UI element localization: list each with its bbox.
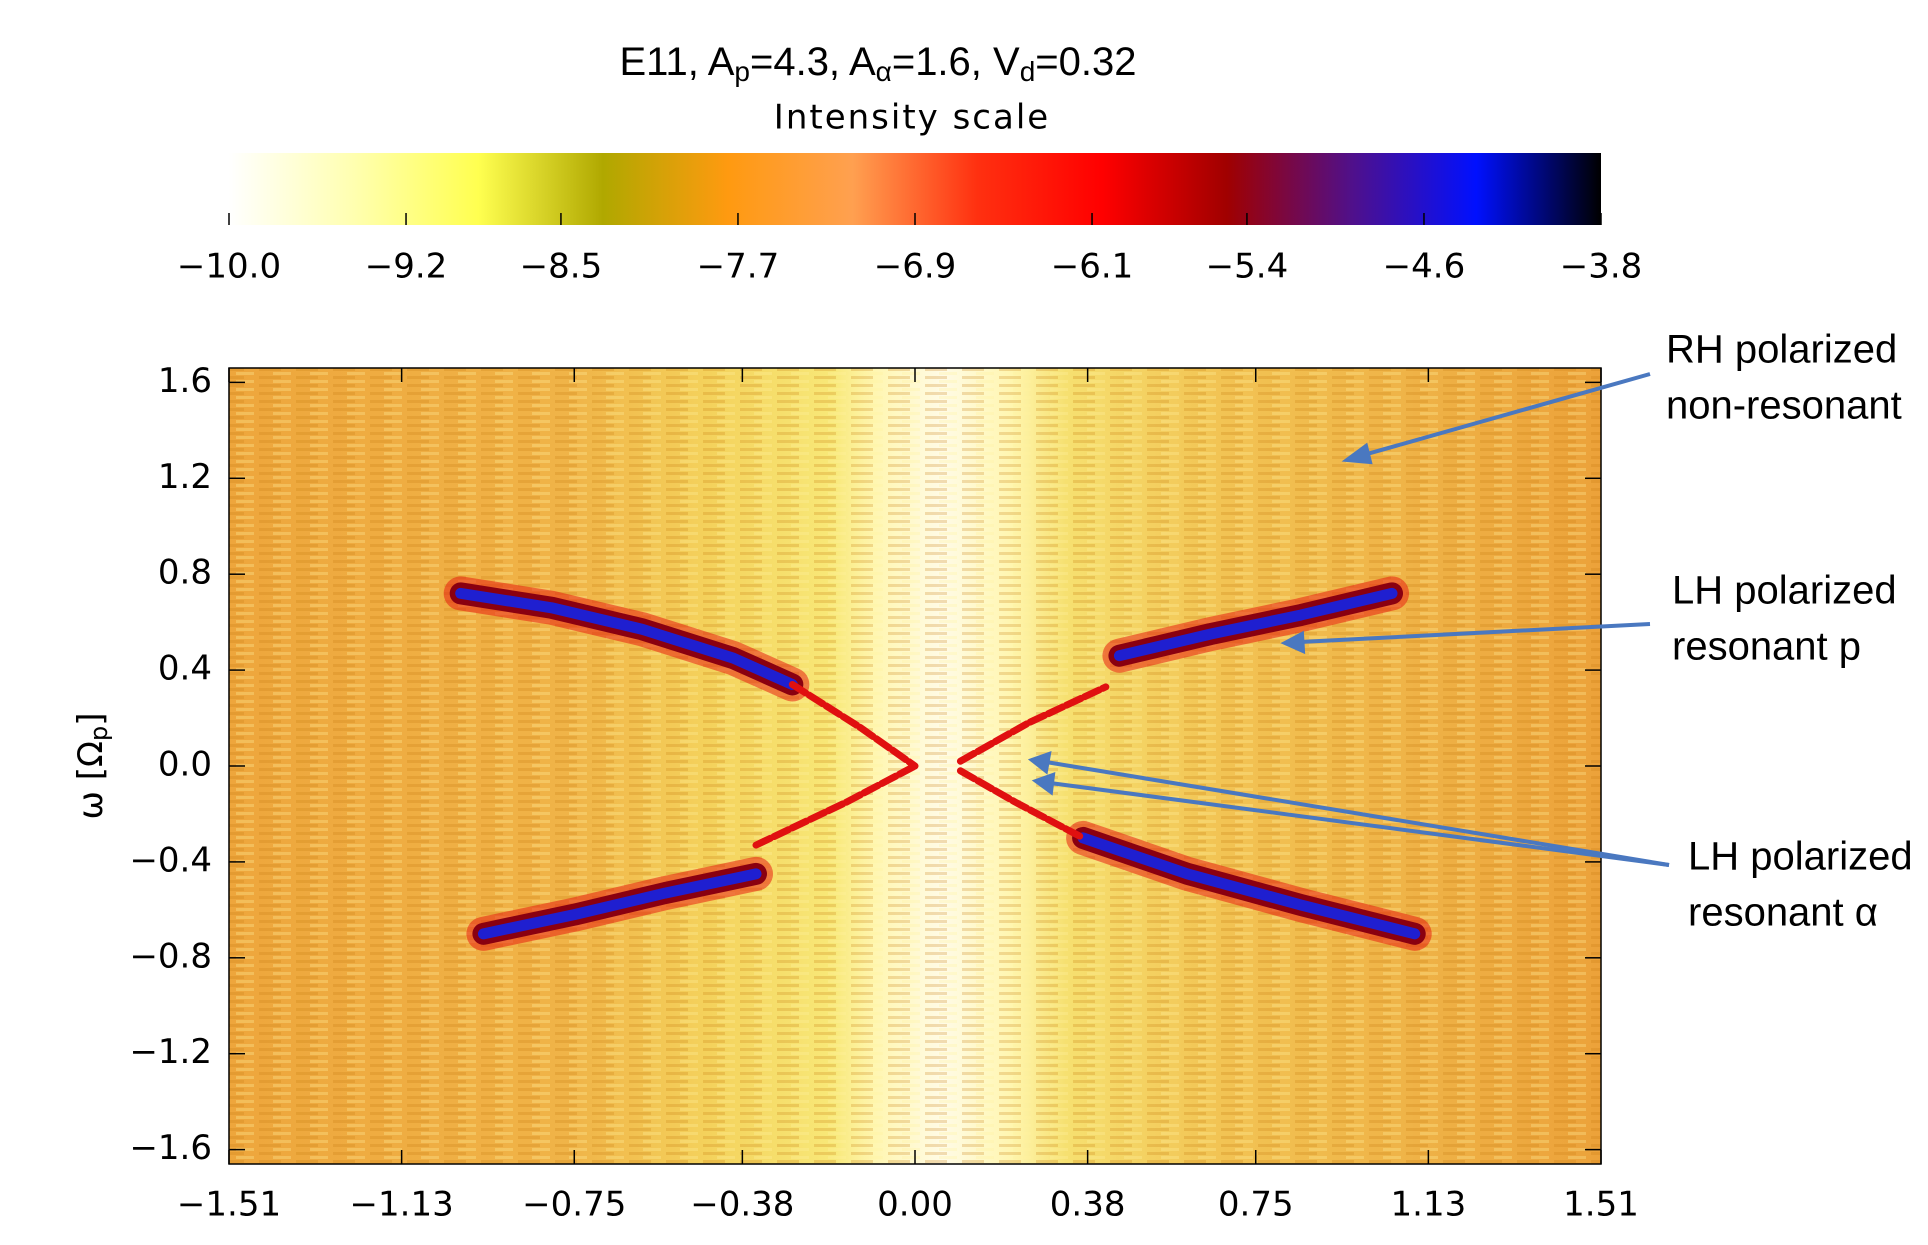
annotation: LH polarized: [1688, 835, 1913, 879]
label-subscript: p: [85, 726, 113, 741]
colorbar-tick-label: −6.9: [874, 247, 957, 287]
x-tick-label: 0.00: [877, 1185, 953, 1225]
branch: [1113, 587, 1398, 662]
y-tick-label: 0.4: [158, 649, 212, 689]
colorbar-tick-label: −8.5: [520, 247, 603, 287]
x-tick-label: 1.13: [1391, 1185, 1467, 1225]
x-tick-label: 0.75: [1218, 1185, 1294, 1225]
y-tick-label: 1.6: [158, 361, 212, 401]
y-tick-label: 0.0: [158, 745, 212, 785]
branch: [455, 587, 798, 690]
colorbar-tick-label: −4.6: [1383, 247, 1466, 287]
y-axis-label: ω [Ωp]: [71, 712, 114, 819]
arrow: [1045, 760, 1670, 867]
x-tick-label: −1.51: [177, 1185, 281, 1225]
title-part: =1.6, V: [892, 40, 1020, 84]
arrowhead: [1027, 750, 1052, 775]
x-tick-label: 1.51: [1563, 1185, 1639, 1225]
arrowhead: [1280, 630, 1306, 655]
annotation: RH polarized: [1666, 328, 1897, 372]
colorbar-title: Intensity scale: [774, 98, 1050, 138]
branch: [1077, 832, 1421, 940]
label-part: ω [Ω: [71, 741, 111, 820]
title-part: =4.3, A: [750, 40, 876, 84]
y-tick-label: −0.8: [129, 936, 212, 976]
colorbar-tick-label: −7.7: [697, 247, 780, 287]
x-tick-label: 0.38: [1050, 1185, 1126, 1225]
arrow: [1299, 622, 1651, 644]
label-part: ]: [71, 712, 111, 725]
colorbar-tick-label: −5.4: [1206, 247, 1289, 287]
arrow: [1359, 372, 1651, 458]
branch: [477, 868, 762, 940]
chart-subtitle: E11, Ap=4.3, Aα=1.6, Vd=0.32: [619, 40, 1136, 88]
x-tick-label: −1.13: [350, 1185, 454, 1225]
annotation: resonant α: [1688, 891, 1878, 935]
y-tick-label: 0.8: [158, 553, 212, 593]
arrowhead: [1341, 442, 1373, 465]
y-tick-label: −0.4: [129, 840, 212, 880]
y-tick-label: 1.2: [158, 457, 212, 497]
colorbar-tick-label: −3.8: [1560, 247, 1643, 287]
branch: [752, 762, 919, 849]
annotation-arrows: [1027, 372, 1670, 867]
arrowhead: [1031, 772, 1056, 796]
x-tick-label: −0.38: [690, 1185, 794, 1225]
y-tick-label: −1.6: [129, 1128, 212, 1168]
colorbar-tick-label: −10.0: [177, 247, 281, 287]
colorbar-tick-label: −6.1: [1051, 247, 1134, 287]
branch: [956, 767, 1087, 842]
colorbar-tick-label: −9.2: [365, 247, 448, 287]
branches: [443, 576, 1432, 951]
title-subscript: p: [734, 56, 750, 87]
title-subscript: α: [876, 56, 892, 87]
branch: [956, 683, 1110, 765]
title-part: E11, A: [619, 40, 734, 84]
title-subscript: d: [1020, 56, 1036, 87]
annotation: non-resonant: [1666, 384, 1902, 428]
y-tick-label: −1.2: [129, 1032, 212, 1072]
annotation: resonant p: [1672, 625, 1861, 669]
x-tick-label: −0.75: [522, 1185, 626, 1225]
branch: [788, 680, 919, 770]
annotation: LH polarized: [1672, 569, 1897, 613]
arrow: [1049, 781, 1670, 867]
title-part: =0.32: [1035, 40, 1136, 84]
